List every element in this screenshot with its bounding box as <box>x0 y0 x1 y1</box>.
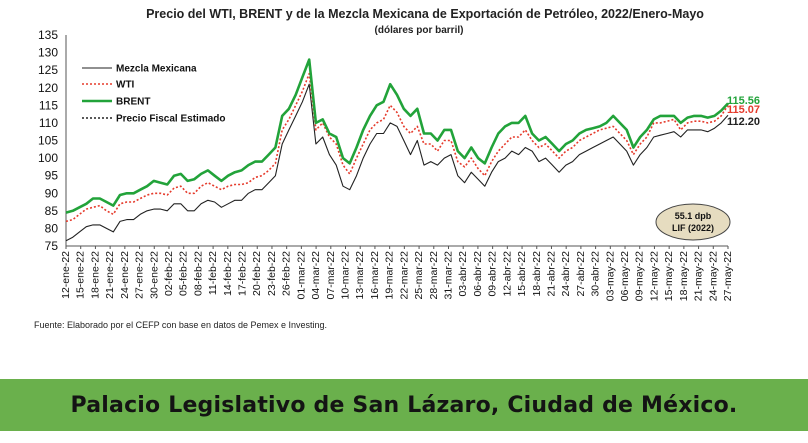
y-tick-label: 120 <box>38 81 58 95</box>
x-tick-label: 14-feb-22 <box>222 251 234 296</box>
y-tick-label: 95 <box>45 169 59 183</box>
x-tick-label: 30-ene-22 <box>148 251 160 299</box>
y-tick-label: 90 <box>45 186 59 200</box>
x-tick-label: 23-feb-22 <box>266 251 278 296</box>
legend-label: Mezcla Mexicana <box>116 64 197 75</box>
x-tick-label: 15-ene-22 <box>75 251 87 299</box>
y-tick-label: 125 <box>38 63 58 77</box>
y-tick-label: 80 <box>45 221 59 235</box>
legend-label: Precio Fiscal Estimado <box>116 114 226 125</box>
x-tick-label: 05-feb-22 <box>178 251 190 296</box>
x-tick-label: 30-abr-22 <box>590 251 602 297</box>
x-tick-label: 03-may-22 <box>604 251 616 301</box>
x-tick-label: 21-ene-22 <box>104 251 116 299</box>
x-tick-label: 07-mar-22 <box>325 251 337 300</box>
x-tick-label: 15-abr-22 <box>516 251 528 297</box>
y-tick-label: 100 <box>38 151 58 165</box>
x-tick-label: 24-abr-22 <box>560 251 572 297</box>
x-tick-label: 02-feb-22 <box>163 251 175 296</box>
series-lines <box>65 58 729 242</box>
x-tick-label: 21-may-22 <box>693 251 705 301</box>
x-tick-label: 09-abr-22 <box>487 251 499 297</box>
x-tick-label: 06-abr-22 <box>472 251 484 297</box>
series-wti <box>65 72 729 223</box>
x-tick-label: 19-mar-22 <box>384 251 396 300</box>
chart-title: Precio del WTI, BRENT y de la Mezcla Mex… <box>146 7 704 21</box>
x-tick-label: 04-mar-22 <box>310 251 322 300</box>
lif-line1: 55.1 dpb <box>675 211 712 221</box>
y-tick-label: 130 <box>38 46 58 60</box>
x-tick-label: 01-mar-22 <box>295 251 307 300</box>
lif-annotation: 55.1 dpb LIF (2022) <box>655 203 731 241</box>
x-tick-label: 18-ene-22 <box>89 251 101 299</box>
footer-text: Palacio Legislativo de San Lázaro, Ciuda… <box>70 392 738 418</box>
x-tick-label: 12-may-22 <box>648 251 660 301</box>
end-label: 112.20 <box>727 116 760 128</box>
x-tick-label: 27-may-22 <box>722 251 734 301</box>
x-tick-label: 24-may-22 <box>707 251 719 301</box>
lif-line2: LIF (2022) <box>672 223 714 233</box>
x-tick-label: 08-feb-22 <box>192 251 204 296</box>
y-tick-label: 85 <box>45 204 59 218</box>
chart-subtitle: (dólares por barril) <box>375 25 464 36</box>
end-label: 115.56 <box>727 95 760 107</box>
y-axis: 75 80 85 90 95 100 105 110 115 120 125 130 135 <box>38 28 67 253</box>
x-tick-label: 12-ene-22 <box>60 251 72 299</box>
x-tick-label: 25-mar-22 <box>413 251 425 300</box>
footer-banner: Palacio Legislativo de San Lázaro, Ciuda… <box>0 379 808 431</box>
x-tick-label: 24-ene-22 <box>119 251 131 299</box>
x-tick-label: 18-abr-22 <box>531 251 543 297</box>
x-axis: 12-ene-22 15-ene-22 18-ene-22 21-ene-22 24-e… <box>60 245 734 301</box>
x-tick-label: 16-mar-22 <box>369 251 381 300</box>
y-tick-label: 105 <box>38 134 58 148</box>
x-tick-label: 17-feb-22 <box>237 251 249 296</box>
x-tick-label: 15-may-22 <box>663 251 675 301</box>
oil-price-chart: Precio del WTI, BRENT y de la Mezcla Mex… <box>38 7 760 301</box>
x-tick-label: 26-feb-22 <box>281 251 293 296</box>
x-tick-label: 27-ene-22 <box>134 251 146 299</box>
end-label: 115.07 <box>727 104 760 116</box>
series-brent <box>65 58 729 214</box>
y-tick-label: 110 <box>39 116 58 130</box>
x-tick-label: 06-may-22 <box>619 251 631 301</box>
series-mezcla-mexicana <box>65 83 729 242</box>
legend-label: BRENT <box>116 97 150 108</box>
x-tick-label: 21-abr-22 <box>545 251 557 297</box>
legend-label: WTI <box>116 80 135 91</box>
x-tick-label: 03-abr-22 <box>457 251 469 297</box>
y-tick-label: 135 <box>38 28 58 42</box>
source-note: Fuente: Elaborado por el CEFP con base e… <box>34 320 328 330</box>
x-tick-label: 31-mar-22 <box>442 251 454 300</box>
x-tick-label: 22-mar-22 <box>398 251 410 300</box>
x-tick-label: 10-mar-22 <box>340 251 352 300</box>
x-tick-label: 13-mar-22 <box>354 251 366 300</box>
x-tick-label: 18-may-22 <box>678 251 690 301</box>
x-tick-label: 09-may-22 <box>634 251 646 301</box>
x-tick-label: 28-mar-22 <box>428 251 440 300</box>
y-tick-label: 75 <box>45 239 59 253</box>
x-tick-label: 11-feb-22 <box>207 251 219 295</box>
x-tick-label: 20-feb-22 <box>251 251 263 296</box>
lif-ellipse <box>655 203 731 241</box>
y-tick-label: 115 <box>39 98 58 112</box>
x-tick-label: 12-abr-22 <box>501 251 513 297</box>
x-tick-label: 27-abr-22 <box>575 251 587 297</box>
legend: Mezcla Mexicana WTI BRENT Precio Fiscal Est… <box>82 64 226 125</box>
